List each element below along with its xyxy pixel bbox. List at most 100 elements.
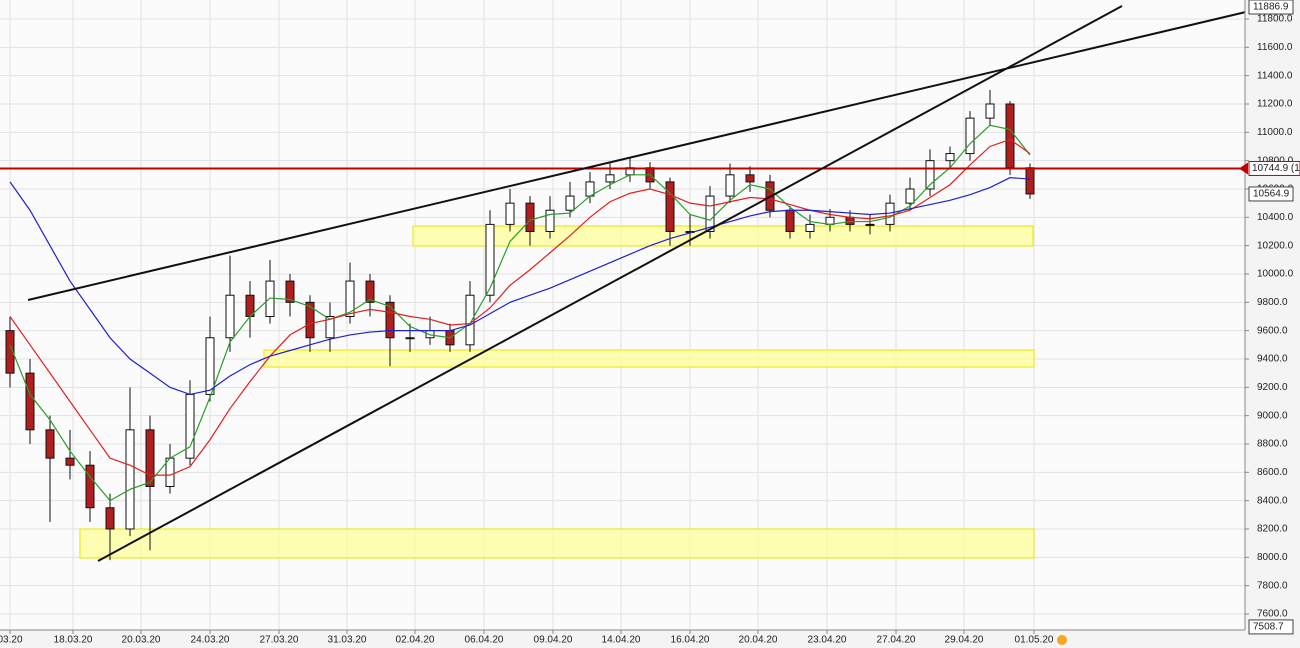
moving-average (9, 138, 1031, 476)
candle-body (985, 103, 995, 119)
candle-body (705, 195, 715, 232)
candle-body (45, 429, 55, 459)
y-tick-label: 9600.0 (1257, 325, 1288, 336)
y-tick-label: 8600.0 (1257, 467, 1288, 478)
trendline (27, 11, 1245, 301)
status-dot (1057, 635, 1067, 645)
moving-average (9, 124, 1031, 502)
candle-body (385, 301, 395, 339)
trendline (97, 5, 1123, 562)
y-tick-label: 8400.0 (1257, 495, 1288, 506)
x-tick-label: 18.03.20 (54, 635, 93, 646)
candle-body (5, 330, 15, 374)
candle-body (845, 216, 855, 225)
candle-body (805, 223, 815, 232)
y-tick-label: 11200.0 (1257, 99, 1293, 110)
x-tick-label: 14.04.20 (602, 635, 641, 646)
x-tick-label: 06.04.20 (465, 635, 504, 646)
y-tick-label: 9800.0 (1257, 297, 1288, 308)
candle-body (405, 337, 415, 340)
candle-body (25, 372, 35, 431)
candle-body (825, 216, 835, 225)
y-tick-label: 11000.0 (1257, 127, 1293, 138)
candle-body (745, 174, 755, 183)
y-tick-label: 11800.0 (1257, 14, 1293, 25)
candle-body (1025, 167, 1035, 195)
candle-body (465, 294, 475, 346)
x-tick-label: 31.03.20 (328, 635, 367, 646)
candle-body (145, 429, 155, 487)
candle-body (865, 223, 875, 226)
candle-body (605, 174, 615, 183)
last-price-box (1248, 186, 1294, 202)
y-tick-label: 8800.0 (1257, 439, 1288, 450)
x-tick-label: 23.04.20 (808, 635, 847, 646)
level-label: 10744.9 (1 (1252, 163, 1300, 174)
candle-body (205, 337, 215, 395)
x-tick-label: 27.04.20 (877, 635, 916, 646)
candle-body (85, 464, 95, 509)
candle-body (965, 117, 975, 155)
y-tick-label: 8200.0 (1257, 524, 1288, 535)
y-tick-label: 10000.0 (1257, 269, 1294, 280)
y-tick-label: 9200.0 (1257, 382, 1288, 393)
candle-body (905, 188, 915, 204)
candle-body (565, 195, 575, 211)
x-tick-label: 16.04.20 (671, 635, 710, 646)
y-tick-label: 10200.0 (1257, 240, 1294, 251)
y-tick-label: 10400.0 (1257, 212, 1294, 223)
last-price-label: 10564.9 (1253, 189, 1290, 200)
y-tick-label: 8000.0 (1257, 552, 1288, 563)
candle-body (665, 181, 675, 232)
candle-body (65, 457, 75, 466)
y-tick-label: 9400.0 (1257, 354, 1288, 365)
candle-body (345, 280, 355, 317)
level-box (1248, 160, 1300, 176)
candle-body (945, 153, 955, 162)
moving-average (9, 177, 1031, 396)
x-tick-label: 20.04.20 (739, 635, 778, 646)
candle-body (1005, 103, 1015, 169)
candle-body (785, 209, 795, 232)
trendlines (27, 5, 1245, 562)
max-price-box (1248, 0, 1294, 15)
min-price-box (1248, 619, 1294, 635)
drawings (79, 225, 1035, 559)
candle-body (325, 315, 335, 339)
candle-body (925, 160, 935, 190)
candle-body (125, 429, 135, 530)
plot-area (0, 0, 1245, 630)
support-zone (263, 349, 1035, 368)
x-tick-label: 02.04.20 (396, 635, 435, 646)
candle-body (365, 280, 375, 303)
x-tick-label: 20.03.20 (122, 635, 161, 646)
y-tick-label: 10800.0 (1257, 155, 1294, 166)
support-zone (412, 225, 1034, 247)
candle-body (225, 294, 235, 339)
y-tick-label: 11600.0 (1257, 42, 1293, 53)
x-tick-label: 01.05.20 (1015, 635, 1054, 646)
x-tick-label: 24.03.20 (191, 635, 230, 646)
candle-body (725, 174, 735, 197)
x-tick-label: 29.04.20 (945, 635, 984, 646)
x-tick-label: 09.04.20 (534, 635, 573, 646)
y-tick-label: 7800.0 (1257, 580, 1288, 591)
candle-body (105, 507, 115, 530)
candle-body (305, 301, 315, 339)
y-tick-label: 11400.0 (1257, 70, 1293, 81)
candle-body (545, 209, 555, 232)
candle-body (525, 202, 535, 232)
candle-body (505, 202, 515, 225)
max-price-label: 11886.9 (1253, 2, 1289, 13)
y-tick-label: 7600.0 (1257, 609, 1288, 620)
marks (0, 89, 1245, 561)
candle-body (485, 223, 495, 296)
x-tick-label: 27.03.20 (260, 635, 299, 646)
support-zone (79, 528, 1035, 559)
min-price-label: 7508.7 (1253, 622, 1284, 633)
candle-body (285, 280, 295, 303)
y-tick-label: 9000.0 (1257, 410, 1288, 421)
x-tick-label: 03.20 (0, 635, 23, 646)
